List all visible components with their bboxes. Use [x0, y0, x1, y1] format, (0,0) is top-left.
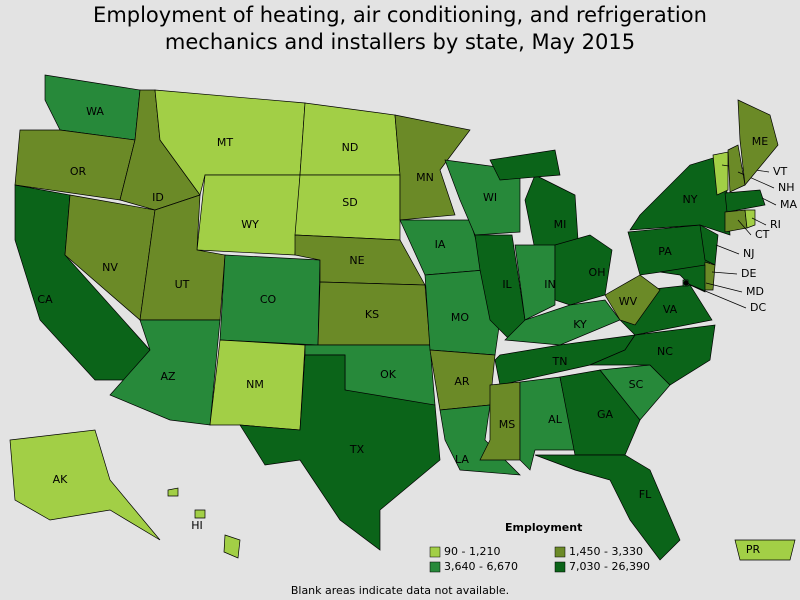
legend-label: 7,030 - 26,390 — [569, 560, 650, 573]
state-label: MA — [780, 198, 797, 211]
state — [604, 274, 661, 326]
state-label: OK — [380, 368, 397, 381]
legend-swatch — [429, 561, 441, 573]
state-label: UT — [175, 278, 190, 291]
legend-label: 90 - 1,210 — [444, 545, 500, 558]
state-label: MS — [499, 418, 515, 431]
leader-line — [711, 271, 738, 275]
state-label: CT — [755, 228, 770, 241]
state-label: AZ — [160, 370, 176, 383]
state-label: WV — [619, 295, 638, 308]
state — [394, 114, 471, 221]
state-label: MT — [217, 136, 233, 149]
state — [724, 189, 766, 213]
state-label: IL — [502, 278, 512, 291]
state-label: TN — [552, 355, 568, 368]
state-label: KS — [365, 308, 379, 321]
state-label: AK — [53, 473, 69, 486]
legend-label: 3,640 - 6,670 — [444, 560, 518, 573]
state — [534, 454, 681, 561]
state — [479, 381, 521, 461]
state — [239, 354, 441, 551]
state-label: NM — [246, 378, 264, 391]
state-label: MO — [451, 311, 469, 324]
state-label: VA — [663, 303, 678, 316]
state-label: TX — [349, 443, 365, 456]
leader-line — [705, 282, 743, 293]
state-label: KY — [573, 318, 587, 331]
state — [424, 269, 501, 356]
state-label: SD — [342, 196, 357, 209]
state-label: ME — [752, 135, 768, 148]
dc-marker — [683, 280, 689, 286]
state-label: RI — [770, 218, 781, 231]
leader-line — [685, 282, 747, 309]
state-label: SC — [629, 378, 644, 391]
state-label: ND — [342, 141, 359, 154]
state-label: OR — [70, 165, 87, 178]
state-label: MN — [416, 171, 434, 184]
state — [712, 151, 729, 196]
state-label: GA — [597, 408, 614, 421]
state — [724, 209, 748, 233]
state — [196, 174, 301, 256]
state-label: MD — [746, 285, 764, 298]
state — [559, 369, 641, 456]
note: Blank areas indicate data not available. — [291, 584, 509, 597]
state-label: WI — [483, 191, 497, 204]
state — [299, 102, 401, 176]
leader-line — [751, 217, 767, 226]
state — [734, 539, 796, 561]
legend-title: Employment — [505, 521, 582, 534]
state-label: DE — [741, 267, 756, 280]
legend-swatch — [554, 546, 566, 558]
state-label: AL — [548, 413, 563, 426]
state — [514, 244, 556, 321]
state-label: AR — [454, 375, 470, 388]
state-label: PA — [658, 245, 672, 258]
state-label: LA — [455, 453, 469, 466]
state — [659, 264, 706, 293]
state-label: CO — [260, 293, 277, 306]
state-label: ID — [152, 191, 164, 204]
state — [109, 319, 221, 426]
state-label: NH — [778, 181, 795, 194]
state-label: NY — [683, 193, 698, 206]
state-label: VT — [773, 165, 788, 178]
state-label: IN — [544, 278, 555, 291]
title: Employment of heating, air conditioning,… — [93, 3, 707, 54]
state — [524, 174, 579, 251]
legend-swatch — [554, 561, 566, 573]
state — [194, 509, 206, 519]
leader-line — [715, 244, 740, 255]
state-label: NJ — [743, 247, 754, 260]
state-label: FL — [639, 488, 652, 501]
state — [9, 429, 161, 541]
state — [489, 149, 561, 181]
state-label: NC — [657, 345, 673, 358]
state-label: OH — [589, 266, 606, 279]
legend-label: 1,450 - 3,330 — [569, 545, 643, 558]
state-label: IA — [435, 238, 446, 251]
state-label: NE — [349, 254, 364, 267]
state — [167, 487, 179, 497]
state-label: CA — [37, 293, 53, 306]
state — [223, 534, 241, 559]
state — [589, 324, 716, 386]
state — [744, 209, 756, 229]
state-label: DC — [750, 301, 766, 314]
state-label: HI — [191, 519, 203, 532]
state-label: WY — [241, 218, 259, 231]
leader-line — [737, 219, 752, 236]
state-label: PR — [746, 543, 761, 556]
state-label: WA — [86, 105, 104, 118]
state — [737, 99, 779, 186]
state-label: MI — [554, 218, 567, 231]
legend-swatch — [429, 546, 441, 558]
state-label: NV — [102, 261, 118, 274]
leader-line — [761, 197, 777, 206]
